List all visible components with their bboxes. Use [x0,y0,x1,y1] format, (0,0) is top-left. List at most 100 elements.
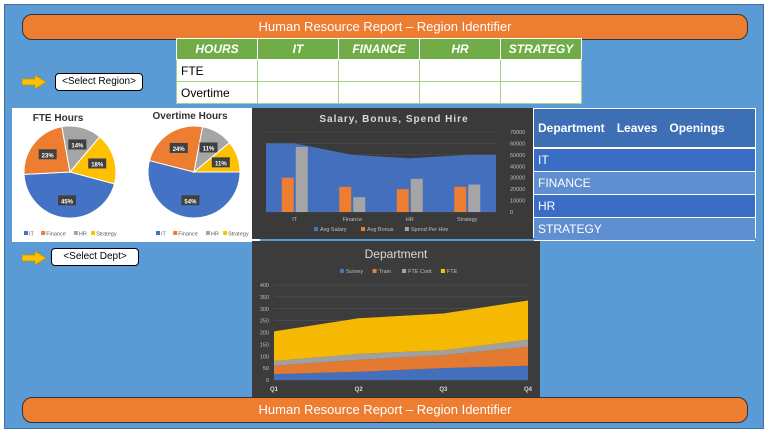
legend-entry: FTE [447,269,458,275]
bar-avg-bonus [339,186,352,212]
legend-swatch [91,231,96,235]
y-tick-label: 0 [510,210,513,216]
pie-slice-it [23,171,116,219]
pie-label-box [181,195,200,206]
legend-swatch [361,227,365,231]
legend-swatch [223,231,228,235]
pie-value-label: 24% [173,147,186,153]
pie-value-label: 11% [215,161,227,167]
pie-label-box [169,142,188,153]
hours-header: HOURS [176,38,258,60]
bar-spend-per-hire [468,184,481,212]
y-tick-label: 150 [260,342,269,348]
y-tick-label: 400 [260,283,269,289]
department-chart-panel: Department Survey Train FTE Cont FTE 400 350… [252,241,540,397]
legend-swatch [402,269,407,273]
dept-row-strategy[interactable]: STRATEGY [534,218,755,241]
y-tick-label: 350 [260,295,269,301]
salary-chart: Salary, Bonus, Spend Hire 70000 60000 5000… [266,114,525,233]
x-tick-label: HR [406,217,414,223]
department-table-header: Department Leaves Openings [534,109,755,149]
pie-label-box [211,157,230,168]
finance-header: FINANCE [338,38,420,60]
pie-value-label: 23% [42,153,55,159]
table-row: FTE [176,59,582,82]
x-tick-label: Q4 [524,387,533,393]
table-cell[interactable] [257,59,339,82]
table-cell[interactable] [257,81,339,104]
y-tick-label: 200 [260,331,269,337]
table-cell[interactable] [500,59,582,82]
table-cell[interactable] [500,81,582,104]
legend-swatch [404,227,409,231]
dept-row-hr[interactable]: HR [534,195,755,218]
legend-swatch [24,231,28,235]
series-area-train [274,346,528,375]
pie-value-label: 18% [91,162,104,168]
pie-slice-it [147,159,241,219]
series-area-fte-cont [274,339,528,366]
legend-swatch [205,231,210,235]
series-area-avg-salary [266,143,496,212]
pie-charts: FTE Hours Overtime Hours 45% 23% 14% 18% 54… [23,111,249,238]
series-area-fte [274,300,528,361]
legend-entry: HR [211,232,219,238]
legend-swatch [73,231,78,235]
x-tick-label: Q1 [270,387,279,393]
arrow-right-icon [22,75,46,89]
table-cell[interactable] [338,59,420,82]
legend-entry: FTE Cont [408,269,432,275]
y-tick-label: 60000 [510,141,525,147]
bar-spend-per-hire [295,146,308,212]
legend-entry: IT [29,232,35,238]
dept-row-finance[interactable]: FINANCE [534,172,755,195]
hr-header: HR [419,38,501,60]
dept-row-it[interactable]: IT [534,149,755,172]
legend-entry: Avg Salary [320,227,347,233]
legend-entry: Finance [178,232,198,238]
header-banner: Human Resource Report – Region Identifie… [22,14,748,40]
openings-header: Openings [669,121,725,135]
y-tick-label: 20000 [510,187,525,193]
y-tick-label: 50000 [510,153,525,159]
bar-spend-per-hire [353,197,366,212]
pie-charts-panel: FTE Hours Overtime Hours 45% 23% 14% 18% 54… [12,108,260,242]
department-header: Department [538,121,605,135]
table-row: Overtime [176,81,582,104]
table-cell[interactable] [338,81,420,104]
row-label-fte: FTE [176,59,258,82]
y-tick-label: 250 [260,319,269,325]
legend-swatch [372,269,377,273]
y-tick-label: 50 [263,366,269,372]
fte-pie-title: FTE Hours [33,113,84,124]
y-tick-label: 70000 [510,130,525,136]
strategy-header: STRATEGY [500,38,582,60]
pie-value-label: 54% [184,199,197,205]
y-tick-label: 100 [260,354,269,360]
department-table: Department Leaves Openings IT FINANCE HR… [533,108,756,241]
pie-value-label: 11% [203,146,215,152]
salary-chart-title: Salary, Bonus, Spend Hire [319,114,468,125]
legend-entry: Strategy [96,232,117,238]
select-dept-button[interactable]: <Select Dept> [51,248,139,266]
overtime-pie-title: Overtime Hours [152,111,227,122]
row-label-overtime: Overtime [176,81,258,104]
legend-entry: Survey [346,269,363,275]
legend-entry: Strategy [228,232,249,238]
bar-avg-bonus [281,177,294,212]
y-tick-label: 40000 [510,164,525,170]
table-cell[interactable] [419,59,501,82]
legend-entry: Train [379,269,391,275]
table-cell[interactable] [419,81,501,104]
bar-spend-per-hire [410,178,423,212]
department-chart-title: Department [365,247,428,261]
y-tick-label: 30000 [510,176,525,182]
x-tick-label: Strategy [457,217,478,223]
bar-avg-bonus [396,189,409,212]
legend-entry: HR [79,232,87,238]
legend-swatch [173,231,178,235]
select-region-button[interactable]: <Select Region> [55,73,143,91]
leaves-header: Leaves [616,121,658,135]
x-tick-label: IT [292,217,298,223]
pie-label-box [68,139,87,150]
